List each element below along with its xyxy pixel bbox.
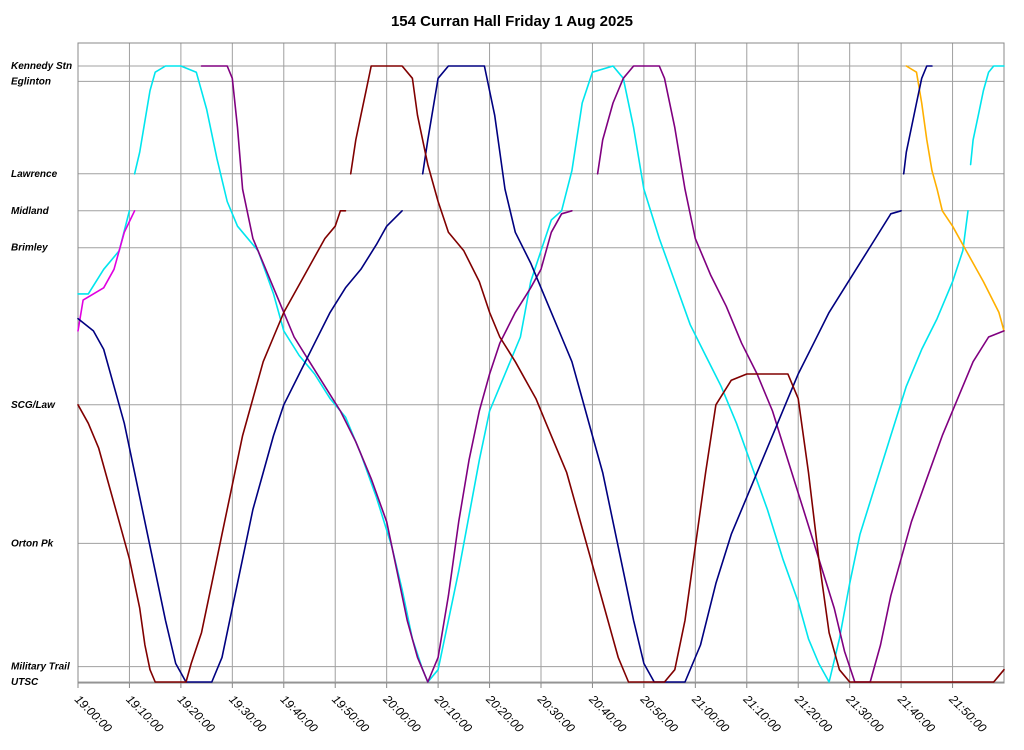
x-tick-label: 19:00:00 <box>72 692 115 735</box>
x-tick-label: 20:00:00 <box>380 692 424 736</box>
trip-series-line <box>969 65 1005 166</box>
stop-label: Eglinton <box>11 76 51 87</box>
stop-label: Military Trail <box>11 662 70 673</box>
stop-label: Midland <box>11 206 50 217</box>
x-tick-label: 19:30:00 <box>226 692 269 735</box>
trip-series-line <box>77 210 136 332</box>
plot-area <box>77 42 1005 684</box>
x-tick-label: 19:10:00 <box>123 692 166 735</box>
trip-series-line <box>349 65 1005 683</box>
stop-label: UTSC <box>11 677 39 688</box>
x-tick-label: 21:30:00 <box>843 692 887 736</box>
trip-series-line <box>596 65 1005 683</box>
trip-series-line <box>902 65 933 175</box>
x-tick-label: 20:30:00 <box>534 692 578 736</box>
trip-series-line <box>905 65 1005 332</box>
stop-label: Kennedy Stn <box>11 61 72 72</box>
stop-label: Lawrence <box>11 169 58 180</box>
x-tick-label: 20:10:00 <box>431 692 475 736</box>
chart-title: 154 Curran Hall Friday 1 Aug 2025 <box>391 13 633 30</box>
stop-label: Orton Pk <box>11 538 54 549</box>
x-tick-label: 21:20:00 <box>791 692 835 736</box>
x-tick-label: 21:50:00 <box>946 692 990 736</box>
x-tick-label: 19:20:00 <box>175 692 218 735</box>
trip-series-line <box>77 210 131 295</box>
stop-label: Brimley <box>11 243 48 254</box>
trip-series-line <box>421 65 902 683</box>
x-tick-label: 21:10:00 <box>740 692 784 736</box>
x-tick-label: 21:00:00 <box>689 692 733 736</box>
trip-series-line <box>200 65 573 683</box>
x-tick-label: 21:40:00 <box>894 692 938 736</box>
x-tick-label: 20:50:00 <box>637 692 681 736</box>
series-layer <box>77 65 1005 683</box>
x-tick-label: 20:40:00 <box>586 692 630 736</box>
trip-series-line <box>77 210 347 683</box>
x-tick-label: 19:50:00 <box>329 692 372 735</box>
y-axis-labels: Kennedy Stn Eglinton Lawrence Midland Brimle… <box>11 61 72 688</box>
x-tick-label: 20:20:00 <box>483 692 527 736</box>
trip-series-line <box>77 210 403 683</box>
x-tick-label: 19:40:00 <box>278 692 321 735</box>
chart-grid <box>77 43 1004 688</box>
x-axis-labels: 19:00:00 19:10:00 19:20:00 19:30:00 19:40:00… <box>72 692 990 736</box>
stop-label: SCG/Law <box>11 400 56 411</box>
